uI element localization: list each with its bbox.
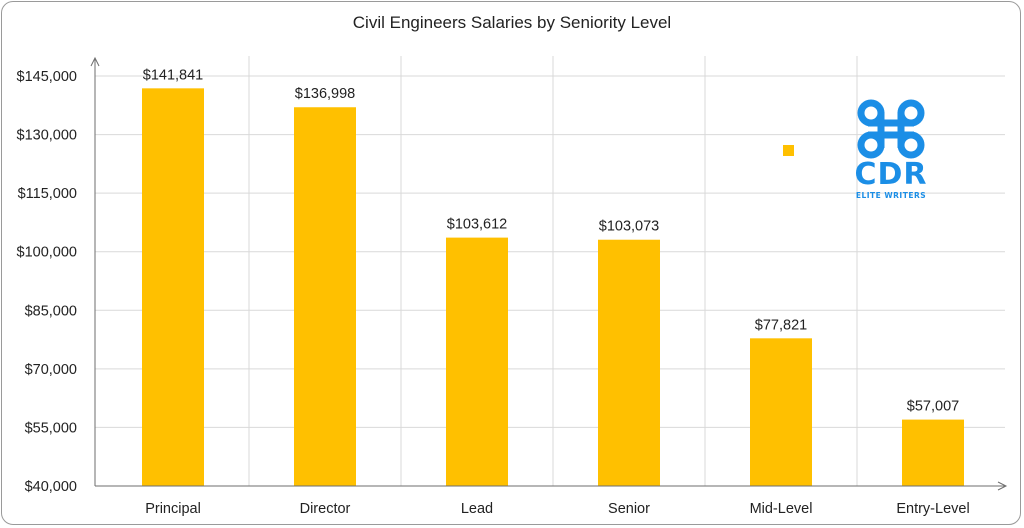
x-tick-label: Entry-Level [896, 501, 969, 517]
x-tick-label: Senior [608, 501, 650, 517]
data-label: $136,998 [295, 86, 355, 102]
y-tick-label: $85,000 [25, 303, 77, 319]
logo-text: CDR [854, 157, 928, 192]
y-tick-label: $115,000 [18, 186, 77, 202]
bar [446, 237, 508, 486]
chart-title: Civil Engineers Salaries by Seniority Le… [352, 13, 672, 32]
command-key-icon [857, 99, 925, 159]
y-tick-label: $145,000 [17, 69, 77, 85]
x-axis-arrow [997, 481, 1008, 491]
bar [142, 88, 204, 486]
y-tick-label: $130,000 [17, 128, 77, 144]
data-label: $77,821 [755, 317, 807, 333]
bar [598, 239, 660, 486]
y-tick-label: $100,000 [17, 245, 77, 261]
data-label: $103,612 [447, 217, 507, 233]
bar [902, 419, 964, 486]
logo-subtext: ELITE WRITERS [855, 191, 927, 200]
data-label: $141,841 [143, 67, 203, 83]
x-tick-label: Mid-Level [750, 501, 813, 517]
bar [750, 338, 812, 486]
x-tick-label: Principal [145, 501, 201, 517]
bar [294, 107, 356, 486]
y-tick-label: $70,000 [25, 362, 77, 378]
legend-marker [783, 145, 794, 156]
x-tick-label: Director [300, 501, 351, 517]
x-tick-label: Lead [461, 501, 493, 517]
y-axis-arrow [90, 56, 100, 67]
y-tick-label: $40,000 [25, 479, 77, 495]
data-label: $57,007 [907, 399, 959, 415]
y-tick-label: $55,000 [25, 420, 77, 436]
cdr-logo: CDR ELITE WRITERS [846, 98, 936, 202]
data-label: $103,073 [599, 219, 659, 235]
